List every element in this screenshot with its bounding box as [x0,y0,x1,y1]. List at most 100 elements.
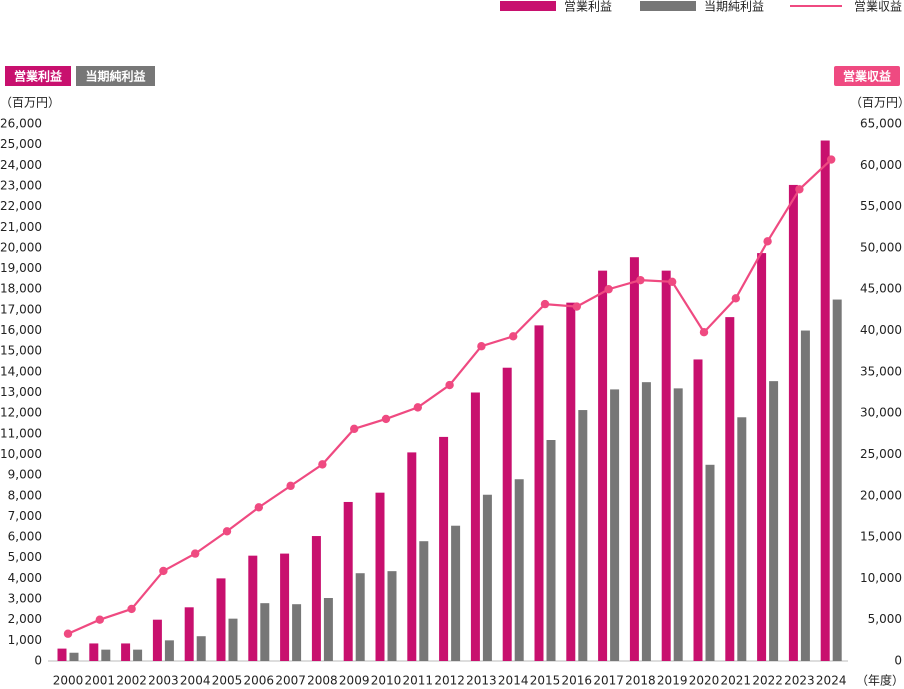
y-tick-label: 4,000 [8,571,42,585]
y-tick-label: 8,000 [8,488,42,502]
bar [407,452,417,661]
bar [705,464,715,661]
x-tick-label: 2015 [530,674,561,688]
bar [566,302,576,661]
bar [470,392,480,661]
bar [184,607,194,661]
y-tick-label: 15,000 [0,344,42,358]
line-point [604,285,613,294]
axis-badge [834,66,900,86]
y-tick-label: 25,000 [0,137,42,151]
bar [757,253,767,661]
y2-tick-label: 15,000 [860,530,902,544]
bar [800,330,810,661]
x-tick-label: 2016 [562,674,593,688]
bar [152,619,162,661]
bar [228,618,238,661]
line-point [254,503,263,512]
line-point [699,327,709,337]
line-point [127,604,136,614]
y-tick-label: 18,000 [0,282,42,296]
line-point [191,549,200,558]
bar [355,573,365,661]
y2-tick-label: 35,000 [860,364,902,378]
y2-tick-label: 55,000 [860,199,902,213]
line-point [63,629,73,638]
bar [89,643,99,661]
line-point [795,185,804,194]
legend-label: 当期純利益 [704,0,764,14]
y-tick-label: 21,000 [0,220,42,234]
bar [439,436,449,661]
y-tick-label: 16,000 [0,323,42,337]
bar [323,598,333,661]
y2-tick-label: 25,000 [860,447,902,461]
axis-badge [5,66,71,86]
y-tick-label: 22,000 [0,199,42,213]
x-tick-label: 2010 [371,674,402,688]
bar [820,140,830,661]
line-point [509,332,518,341]
bar [514,479,524,661]
y-tick-label: 11,000 [0,426,42,440]
y-tick-label: 13,000 [0,385,42,399]
line-point [95,615,105,624]
legend-swatch [640,1,696,11]
x-tick-label: 2022 [752,674,783,688]
bar [737,417,747,661]
axis-badge-text: 営業利益 [14,69,62,84]
x-tick-label: 2011 [403,674,434,688]
line-point [318,460,327,469]
line-point [445,380,454,390]
line-point [286,481,295,491]
bar [725,317,735,661]
bar [216,578,226,661]
y-tick-label: 3,000 [8,592,42,606]
bar [101,649,111,661]
line-point [731,294,740,303]
y-tick-label: 2,000 [8,612,42,626]
line-point [572,302,581,311]
bar [482,494,492,661]
y2-tick-label: 5,000 [868,612,902,626]
line-point [668,277,677,286]
bar [121,643,131,661]
y2-tick-label: 40,000 [860,323,902,337]
x-tick-label: 2024 [816,674,847,688]
x-tick-label: 2019 [657,674,688,688]
bar [534,325,544,661]
bar [248,555,258,661]
x-tick-label: 2000 [53,674,84,688]
y-tick-label: 20,000 [0,240,42,254]
bar [292,604,302,661]
y-tick-label: 0 [34,654,42,668]
bar [693,359,703,661]
x-tick-label: 2013 [466,674,497,688]
y-tick-label: 24,000 [0,158,42,172]
y-unit: （百万円） [0,96,60,110]
bar [546,440,556,661]
axis-badge-text: 当期純利益 [85,69,145,84]
legend-label: 営業利益 [564,0,612,14]
y-tick-label: 26,000 [0,117,42,131]
y2-tick-label: 20,000 [860,488,902,502]
x-tick-label: 2003 [148,674,179,688]
bar [69,652,79,661]
x-tick-label: 2009 [339,674,370,688]
y2-tick-label: 50,000 [860,240,902,254]
y2-tick-label: 45,000 [860,282,902,296]
bar [502,367,512,661]
line-point [540,299,550,309]
bar [641,382,651,661]
bar [788,184,798,662]
line-point [827,155,836,164]
line-point [636,275,645,285]
legend-label: 営業収益 [854,0,902,14]
y-tick-label: 19,000 [0,261,42,275]
axis-badge [76,66,155,86]
y-tick-label: 14,000 [0,364,42,378]
line [67,158,832,635]
axis-badge-text: 営業収益 [843,69,891,84]
y-tick-label: 10,000 [0,447,42,461]
bar [260,603,270,661]
